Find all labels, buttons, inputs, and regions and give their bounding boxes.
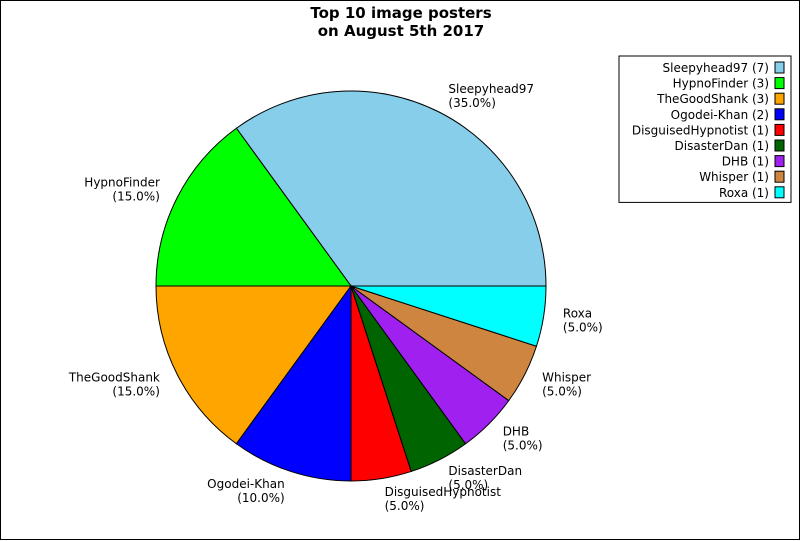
legend-label-disguisedhypnotist: DisguisedHypnotist (1) — [632, 123, 769, 137]
legend-label-dhb: DHB (1) — [722, 155, 769, 169]
legend-label-roxa: Roxa (1) — [719, 186, 769, 200]
legend-label-whisper: Whisper (1) — [699, 170, 769, 184]
legend-swatch-dhb — [774, 155, 785, 168]
legend-label-hypnofinder: HypnoFinder (3) — [673, 77, 769, 91]
pie-labels: Sleepyhead97(35.0%)HypnoFinder(15.0%)The… — [68, 82, 603, 513]
legend-swatch-disasterdan — [774, 139, 785, 152]
slice-percent-dhb: (5.0%) — [503, 439, 543, 453]
slice-label-disguisedhypnotist: DisguisedHypnotist — [385, 485, 502, 499]
legend-swatch-hypnofinder — [774, 77, 785, 90]
slice-label-whisper: Whisper — [542, 370, 591, 384]
pie-slice-roxa — [350, 285, 547, 347]
slice-percent-disguisedhypnotist: (5.0%) — [385, 499, 425, 513]
slice-percent-hypnofinder: (15.0%) — [112, 190, 159, 204]
legend: Sleepyhead97 (7) HypnoFinder (3)TheGoodSh… — [618, 55, 792, 203]
slice-percent-ogodei-khan: (10.0%) — [237, 491, 284, 505]
legend-swatch-whisper — [774, 170, 785, 183]
chart-title-line-1: Top 10 image posters — [310, 4, 491, 22]
legend-box — [618, 55, 792, 203]
legend-swatch-roxa — [774, 186, 785, 199]
slice-label-dhb: DHB — [503, 425, 530, 439]
chart-title-line-2: on August 5th 2017 — [318, 22, 485, 40]
pie-slice-ogodei-khan — [235, 284, 352, 482]
pie-slice-thegoodshank — [155, 285, 352, 445]
slice-label-hypnofinder: HypnoFinder — [84, 176, 160, 190]
legend-swatch-disguisedhypnotist — [774, 123, 785, 136]
slice-percent-sleepyhead97: (35.0%) — [448, 96, 495, 110]
slice-percent-whisper: (5.0%) — [542, 384, 582, 398]
legend-label-thegoodshank: TheGoodShank (3) — [656, 92, 769, 106]
slice-percent-thegoodshank: (15.0%) — [112, 384, 159, 398]
slice-label-sleepyhead97: Sleepyhead97 — [448, 82, 534, 96]
legend-label-sleepyhead97: Sleepyhead97 (7) — [663, 61, 769, 75]
legend-label-ogodei-khan: Ogodei-Khan (2) — [671, 108, 769, 122]
slice-percent-roxa: (5.0%) — [563, 321, 603, 335]
legend-label-disasterdan: DisasterDan (1) — [675, 139, 769, 153]
pie-slices — [155, 90, 547, 482]
legend-swatch-ogodei-khan — [774, 108, 785, 121]
slice-label-roxa: Roxa — [563, 307, 592, 321]
pie-slice-hypnofinder — [155, 127, 352, 287]
slice-percent-disasterdan: (5.0%) — [448, 478, 488, 492]
slice-label-ogodei-khan: Ogodei-Khan — [207, 477, 285, 491]
pie-slice-sleepyhead97 — [235, 90, 547, 287]
legend-swatch-thegoodshank — [774, 92, 785, 105]
slice-label-disasterdan: DisasterDan — [448, 464, 522, 478]
legend-swatch-sleepyhead97 — [774, 61, 785, 74]
slice-label-thegoodshank: TheGoodShank — [68, 370, 160, 384]
